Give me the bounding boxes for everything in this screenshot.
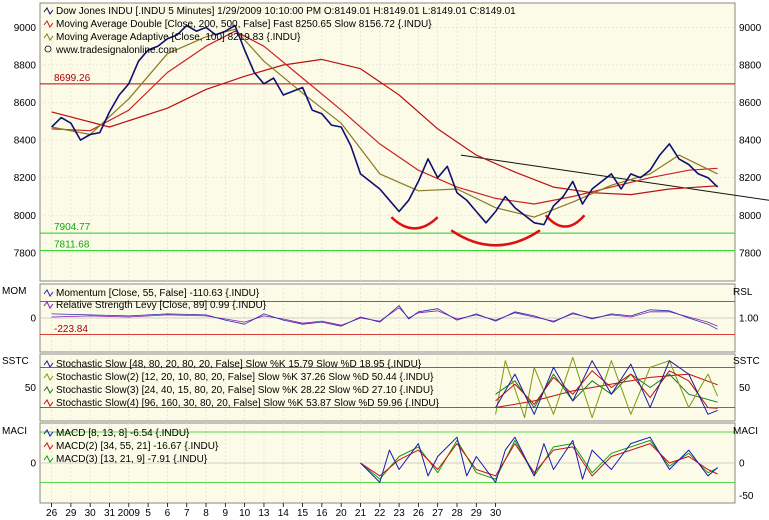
price-axis-right-label: 8800 bbox=[739, 60, 762, 71]
price-axis-left-label: 8400 bbox=[14, 136, 37, 147]
x-axis-label: 13 bbox=[258, 508, 270, 519]
legend-sstc-0: Stochastic Slow [48, 80, 20, 80, 20, Fal… bbox=[56, 359, 422, 370]
price-axis-left-label: 7800 bbox=[14, 248, 37, 259]
price-axis-right-label: 7800 bbox=[739, 248, 762, 259]
maci-axis-right-label: 0 bbox=[739, 459, 745, 470]
momentum-series bbox=[51, 305, 718, 330]
panel-tag-maci: MACI bbox=[2, 426, 27, 437]
legend-swatch-icon bbox=[43, 386, 54, 394]
x-axis-label: 14 bbox=[278, 508, 290, 519]
legend-swatch-icon bbox=[43, 7, 54, 15]
price-axis-left-label: 8000 bbox=[14, 211, 37, 222]
panel-sstc bbox=[39, 353, 736, 422]
x-axis-label: 2009 bbox=[118, 508, 141, 519]
mom-axis-label: 0 bbox=[30, 314, 36, 325]
price-axis-right-label: 8400 bbox=[739, 136, 762, 147]
x-axis-label: 21 bbox=[355, 508, 367, 519]
x-axis-label: 10 bbox=[239, 508, 251, 519]
x-axis-label: 20 bbox=[336, 508, 348, 519]
legend-swatch-icon bbox=[43, 301, 54, 309]
x-axis-label: 26 bbox=[413, 508, 425, 519]
x-axis-label: 9 bbox=[223, 508, 229, 519]
legend-swatch-icon bbox=[43, 442, 54, 450]
legend-price-1: Moving Average Double [Close, 200, 500, … bbox=[56, 19, 432, 30]
x-axis-label: 27 bbox=[432, 508, 444, 519]
panel-tag-sstc: SSTC bbox=[2, 356, 29, 367]
legend-price-2: Moving Average Adaptive [Close, 100] 821… bbox=[56, 32, 301, 43]
mom-value-label: -223.84 bbox=[54, 324, 88, 335]
stoch2-series bbox=[495, 356, 719, 419]
x-axis-label: 15 bbox=[297, 508, 309, 519]
pattern-arc bbox=[390, 216, 439, 230]
x-axis-label: 28 bbox=[451, 508, 463, 519]
legend-swatch-icon bbox=[43, 373, 54, 381]
stoch-d-series bbox=[495, 370, 718, 409]
copyright-icon bbox=[44, 45, 52, 53]
price-axis-left-label: 8800 bbox=[14, 60, 37, 71]
legend-swatch-icon bbox=[43, 33, 54, 41]
legend-mom-1: Relative Strength Levy [Close, 89] 0.99 … bbox=[56, 300, 267, 311]
x-axis-label: 6 bbox=[165, 508, 171, 519]
legend-price-0: Dow Jones INDU [.INDU 5 Minutes] 1/29/20… bbox=[56, 6, 516, 17]
level-label: 8699.26 bbox=[54, 73, 91, 84]
x-axis-label: 5 bbox=[145, 508, 151, 519]
panel-tag-sstc-right: SSTC bbox=[733, 356, 760, 367]
price-axis-right-label: 8600 bbox=[739, 98, 762, 109]
price-axis-left-label: 8600 bbox=[14, 98, 37, 109]
price-axis-right-label: 8200 bbox=[739, 173, 762, 184]
legend-swatch-icon bbox=[43, 360, 54, 368]
panel-tag-maci-right: MACI bbox=[733, 426, 758, 437]
x-axis-label: 29 bbox=[471, 508, 483, 519]
legend-sstc-2: Stochastic Slow(3) [24, 40, 15, 80, 20, … bbox=[56, 385, 434, 396]
rsl-axis-label: 1.00 bbox=[739, 313, 759, 324]
legend-swatch-icon bbox=[43, 429, 54, 437]
sstc-axis-label: 50 bbox=[25, 383, 37, 394]
price-axis-right-label: 9000 bbox=[739, 23, 762, 34]
legend-maci-0: MACD [8, 13, 8] -6.54 {.INDU} bbox=[56, 428, 190, 439]
level-label: 7904.77 bbox=[54, 222, 91, 233]
ma-fast-series bbox=[51, 30, 718, 205]
x-axis-label: 29 bbox=[65, 508, 77, 519]
pattern-arc bbox=[544, 214, 586, 228]
ma-slow-series bbox=[51, 58, 718, 196]
maci-axis-right-label: -50 bbox=[739, 491, 754, 502]
x-axis-label: 23 bbox=[394, 508, 406, 519]
x-axis-label: 16 bbox=[316, 508, 328, 519]
price-axis-right-label: 8000 bbox=[739, 211, 762, 222]
panel-tag-mom: MOM bbox=[2, 286, 26, 297]
sstc-axis-right-label: 50 bbox=[739, 383, 751, 394]
legend-swatch-icon bbox=[43, 289, 54, 297]
price-axis-left-label: 8200 bbox=[14, 173, 37, 184]
stoch-k-series bbox=[495, 360, 718, 415]
legend-sstc-3: Stochastic Slow(4) [96, 160, 30, 80, 20,… bbox=[56, 398, 440, 409]
ma-adaptive-series bbox=[51, 28, 718, 218]
legend-sstc-1: Stochastic Slow(2) [12, 20, 10, 80, 20, … bbox=[56, 372, 434, 383]
level-label: 7811.68 bbox=[54, 240, 90, 251]
panel-tag-rsl: RSL bbox=[733, 287, 753, 298]
legend-mom-0: Momentum [Close, 55, False] -110.63 {.IN… bbox=[56, 288, 260, 299]
macd-series bbox=[360, 436, 718, 483]
stoch3-series bbox=[495, 373, 718, 409]
x-axis-label: 31 bbox=[104, 508, 116, 519]
legend-swatch-icon bbox=[43, 455, 54, 463]
pattern-arc bbox=[450, 229, 541, 247]
panel-price bbox=[39, 2, 736, 282]
x-axis-label: 30 bbox=[490, 508, 502, 519]
price-axis-left-label: 9000 bbox=[14, 23, 37, 34]
price-series bbox=[51, 24, 719, 226]
legend-price-3: www.tradesignalonline.com bbox=[55, 45, 177, 56]
x-axis-label: 30 bbox=[85, 508, 97, 519]
x-axis-label: 26 bbox=[46, 508, 58, 519]
rsl-series bbox=[51, 307, 718, 327]
legend-maci-2: MACD(3) [13, 21, 9] -7.91 {.INDU} bbox=[56, 454, 208, 465]
legend-maci-1: MACD(2) [34, 55, 21] -16.67 {.INDU} bbox=[56, 441, 219, 452]
legend-swatch-icon bbox=[43, 399, 54, 407]
x-axis-label: 22 bbox=[374, 508, 386, 519]
maci-axis-label: 0 bbox=[30, 459, 36, 470]
x-axis-label: 8 bbox=[203, 508, 209, 519]
x-axis-label: 7 bbox=[184, 508, 190, 519]
legend-swatch-icon bbox=[43, 20, 54, 28]
